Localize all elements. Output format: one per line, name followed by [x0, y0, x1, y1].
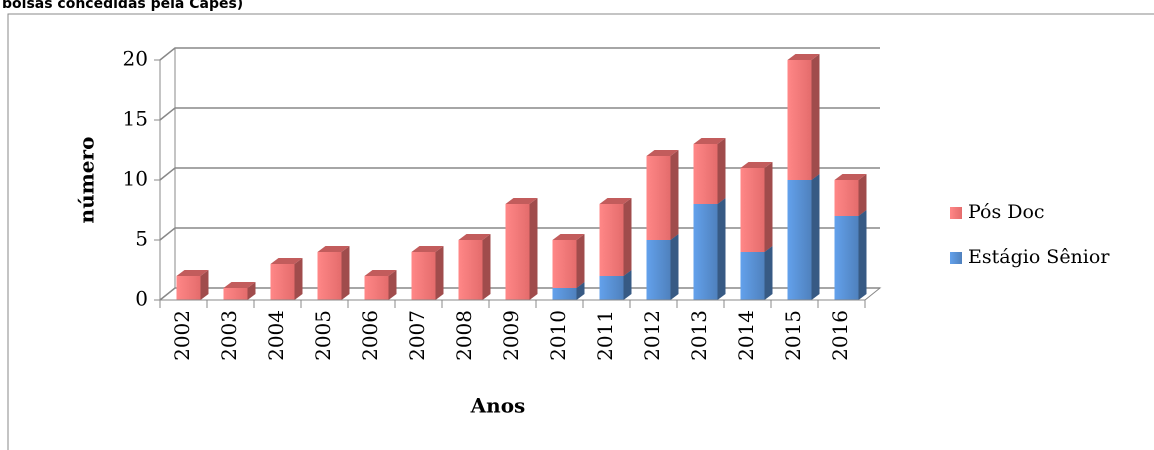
bar-side [388, 270, 397, 300]
y-tick-label: 0 [135, 287, 148, 311]
bar-side [435, 246, 444, 300]
bar-top [693, 138, 726, 144]
y-axis-title: número [75, 137, 99, 224]
bar-side [764, 162, 773, 252]
bar-segment [176, 276, 201, 300]
bar-side [811, 54, 820, 180]
bar-segment [364, 276, 389, 300]
bar-segment [834, 180, 859, 216]
x-tick-label: 2005 [311, 310, 335, 361]
bar-side [200, 270, 209, 300]
bar-side [623, 270, 632, 300]
bar-segment [740, 168, 765, 252]
bar-top [646, 150, 679, 156]
x-tick-label: 2013 [687, 310, 711, 361]
x-tick-label: 2002 [170, 310, 194, 361]
bar-segment [317, 252, 342, 300]
x-tick-label: 2006 [358, 310, 382, 361]
bar-segment [787, 180, 812, 300]
x-tick-label: 2007 [405, 310, 429, 361]
bar-side [482, 234, 491, 300]
bar-side [623, 198, 632, 276]
bar-segment [599, 204, 624, 276]
bar-segment [599, 276, 624, 300]
bar-segment [411, 252, 436, 300]
x-tick-label: 2008 [452, 310, 476, 361]
grid-line [159, 107, 880, 121]
legend-label: Estágio Sênior [968, 246, 1110, 268]
chart-frame [7, 13, 1154, 450]
bar-top [223, 282, 256, 288]
x-tick-label: 2015 [781, 310, 805, 361]
x-tick-label: 2010 [546, 310, 570, 361]
bar-segment [458, 240, 483, 300]
bar-top [176, 270, 209, 276]
bar-segment [505, 204, 530, 300]
x-tick-label: 2009 [499, 310, 523, 361]
legend-label: Pós Doc [968, 201, 1045, 223]
bar-side [717, 138, 726, 204]
bar-top [270, 258, 303, 264]
legend-swatch [950, 207, 962, 219]
bar-top [740, 162, 773, 168]
bar-side [811, 174, 820, 300]
bar-segment [552, 288, 577, 300]
chart-title: bolsas concedidas pela Capes) [2, 0, 243, 12]
bar-top [317, 246, 350, 252]
x-tick-label: 2004 [264, 310, 288, 361]
bar-top [364, 270, 397, 276]
bar-segment [646, 156, 671, 240]
bar-top [834, 174, 867, 180]
bar-top [599, 198, 632, 204]
bar-side [717, 198, 726, 300]
bar-segment [270, 264, 295, 300]
y-tick-label: 10 [123, 167, 148, 191]
bar-top [458, 234, 491, 240]
x-tick-label: 2014 [734, 310, 758, 361]
y-tick-label: 5 [135, 227, 148, 251]
bar-top [411, 246, 444, 252]
bar-side [294, 258, 303, 300]
bar-segment [834, 216, 859, 300]
bar-side [858, 210, 867, 300]
bar-segment [693, 144, 718, 204]
grid-line [159, 227, 880, 241]
bar-side [341, 246, 350, 300]
x-tick-label: 2011 [593, 310, 617, 361]
bar-top [505, 198, 538, 204]
x-tick-label: 2012 [640, 310, 664, 361]
bar-segment [223, 288, 248, 300]
bar-side [576, 234, 585, 288]
y-tick-label: 20 [123, 47, 148, 71]
bar-side [764, 246, 773, 300]
bar-segment [552, 240, 577, 288]
bar-top [552, 234, 585, 240]
bar-segment [740, 252, 765, 300]
bar-side [529, 198, 538, 300]
bar-top [787, 54, 820, 60]
bar-segment [646, 240, 671, 300]
x-tick-label: 2003 [217, 310, 241, 361]
x-tick-label: 2016 [828, 310, 852, 361]
bar-side [858, 174, 867, 216]
x-axis-title: Anos [470, 394, 526, 418]
bar-segment [693, 204, 718, 300]
grid-line [159, 287, 880, 301]
grid-line [159, 47, 880, 61]
bar-side [670, 150, 679, 240]
bar-side [670, 234, 679, 300]
y-tick-label: 15 [123, 107, 148, 131]
grid-line [159, 167, 880, 181]
bar-segment [787, 60, 812, 180]
legend-swatch [950, 252, 962, 264]
